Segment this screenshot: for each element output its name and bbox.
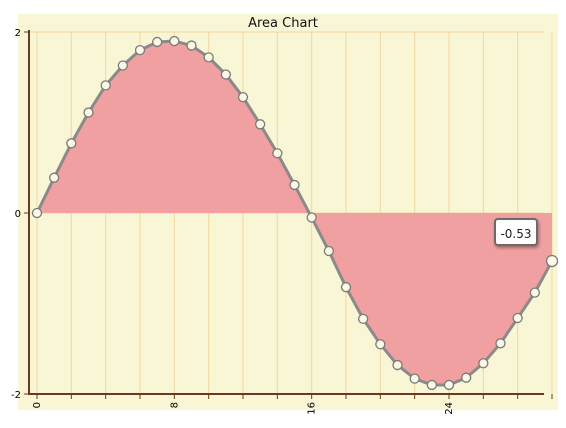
data-point bbox=[66, 138, 77, 149]
data-point bbox=[272, 148, 283, 159]
data-point bbox=[478, 358, 489, 369]
x-tick-label: 16 bbox=[307, 402, 318, 415]
data-point bbox=[306, 212, 317, 223]
data-point bbox=[134, 44, 146, 56]
data-point bbox=[117, 60, 128, 71]
data-point bbox=[443, 379, 455, 391]
marker-layer bbox=[31, 35, 559, 391]
x-tick-label: 24 bbox=[444, 402, 455, 415]
data-point bbox=[340, 282, 352, 293]
data-point bbox=[169, 35, 180, 47]
data-point bbox=[409, 373, 420, 384]
data-point bbox=[203, 52, 214, 63]
x-tick-label: 0 bbox=[32, 402, 43, 408]
data-point bbox=[461, 372, 472, 383]
data-point bbox=[545, 254, 559, 268]
data-point bbox=[31, 207, 43, 219]
data-point bbox=[495, 338, 506, 349]
data-point bbox=[512, 312, 523, 324]
y-tick-label: -2 bbox=[11, 390, 21, 401]
data-point bbox=[375, 339, 386, 350]
data-point bbox=[529, 287, 540, 298]
data-point bbox=[100, 80, 111, 91]
data-point bbox=[186, 40, 197, 51]
data-point bbox=[152, 36, 163, 48]
series-area bbox=[37, 41, 552, 385]
data-point bbox=[237, 92, 249, 103]
x-tick-label: 8 bbox=[169, 402, 180, 408]
data-point bbox=[255, 119, 266, 130]
y-tick-label: 0 bbox=[15, 209, 21, 220]
data-point bbox=[83, 107, 94, 118]
data-point bbox=[323, 245, 334, 257]
data-point bbox=[49, 172, 60, 183]
y-tick-label: 2 bbox=[15, 28, 21, 39]
value-tooltip: -0.53 bbox=[494, 218, 538, 246]
data-point bbox=[289, 179, 300, 191]
axis-layer: 2 0 -2 0 8 16 24 bbox=[11, 28, 553, 415]
data-point bbox=[220, 69, 231, 80]
data-point bbox=[426, 379, 437, 391]
data-point bbox=[392, 359, 403, 371]
data-point bbox=[358, 313, 369, 325]
chart-title: Area Chart bbox=[248, 16, 318, 31]
